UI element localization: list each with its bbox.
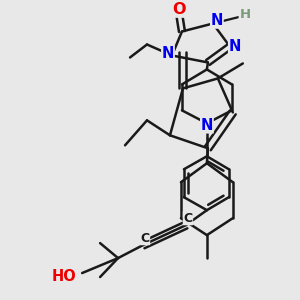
Text: N: N xyxy=(201,118,213,133)
Text: O: O xyxy=(172,2,186,17)
Text: C: C xyxy=(183,212,193,225)
Text: C: C xyxy=(140,232,150,244)
Text: H: H xyxy=(239,8,250,21)
Text: N: N xyxy=(211,13,223,28)
Text: N: N xyxy=(162,46,174,61)
Text: HO: HO xyxy=(51,268,76,284)
Text: N: N xyxy=(229,39,241,54)
